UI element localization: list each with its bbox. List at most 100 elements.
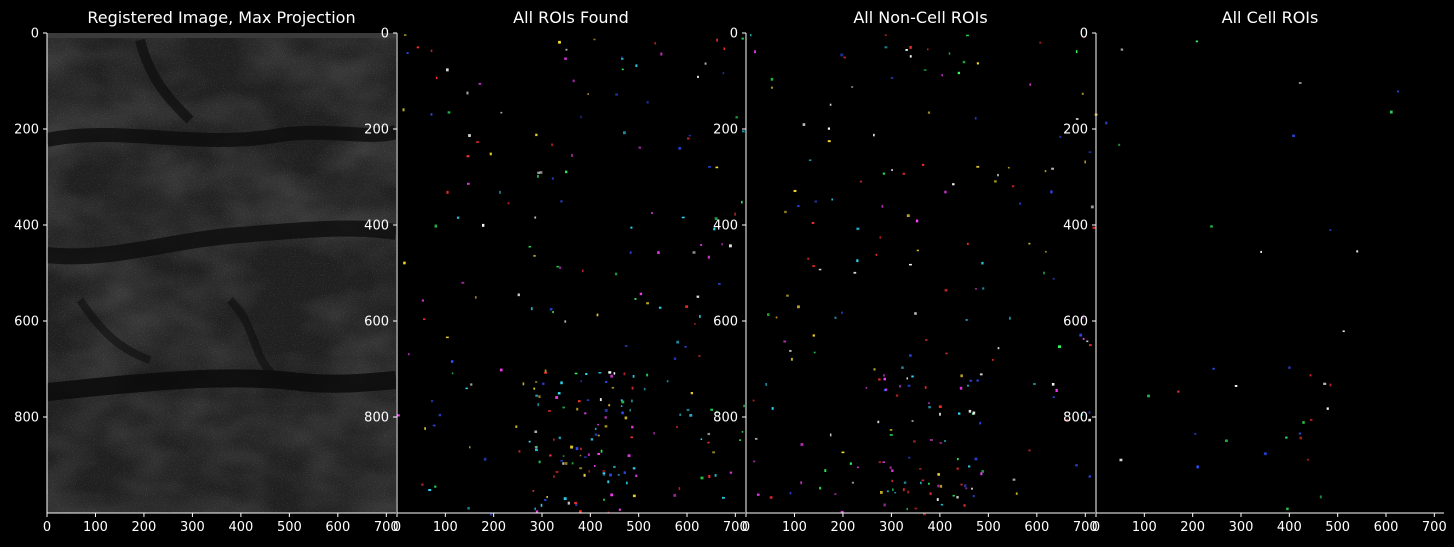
roi-mark [909, 46, 912, 49]
x-tick-label: 100 [83, 520, 108, 535]
roi-mark [1082, 337, 1085, 340]
roi-mark [632, 494, 636, 498]
roi-mark [889, 434, 893, 436]
roi-mark [1326, 407, 1329, 410]
roi-mark [697, 75, 699, 78]
panel-title: All Cell ROIs [1222, 8, 1319, 27]
roi-mark [681, 216, 685, 219]
roi-mark [1011, 185, 1015, 188]
roi-mark [602, 472, 606, 474]
roi-mark [971, 487, 973, 490]
roi-mark [1088, 411, 1091, 414]
roi-mark [430, 113, 433, 116]
roi-mark [811, 222, 815, 224]
roi-mark [700, 438, 703, 441]
roi-mark [879, 236, 882, 239]
roi-mark [613, 465, 616, 469]
roi-mark [714, 474, 717, 477]
roi-mark [594, 433, 598, 437]
roi-mark [715, 166, 719, 169]
roi-mark [562, 462, 565, 465]
roi-mark [507, 202, 510, 205]
roi-mark [800, 481, 802, 485]
y-tick-label: 0 [381, 27, 389, 42]
roi-mark [802, 123, 806, 126]
roi-mark [1050, 190, 1053, 194]
x-tick-label: 500 [626, 520, 651, 535]
roi-mark [483, 457, 487, 461]
roi-mark [928, 482, 930, 485]
roi-mark [924, 386, 927, 389]
roi-mark [404, 34, 407, 37]
roi-mark [834, 493, 837, 495]
x-tick-label: 200 [1180, 520, 1205, 535]
x-tick-label: 300 [180, 520, 205, 535]
roi-mark [646, 373, 649, 377]
roi-mark [944, 288, 948, 292]
roi-mark [574, 372, 578, 375]
roi-mark [1319, 495, 1322, 499]
roi-mark [689, 414, 693, 417]
roi-mark [605, 380, 608, 383]
roi-mark [602, 470, 606, 472]
roi-mark [713, 227, 716, 231]
roi-mark [789, 349, 792, 352]
roi-mark [741, 200, 743, 204]
y-tick-label: 600 [364, 315, 389, 330]
roi-mark [630, 226, 633, 229]
roi-mark [892, 488, 894, 492]
roi-mark [707, 255, 711, 259]
roi-mark [921, 479, 925, 482]
roi-mark [515, 425, 518, 428]
roi-mark [974, 117, 977, 120]
roi-mark [617, 474, 620, 476]
roi-mark [808, 159, 812, 162]
roi-mark [889, 466, 892, 469]
y-tick-label: 800 [713, 411, 738, 426]
roi-mark [518, 450, 521, 453]
roi-mark [1075, 50, 1078, 54]
roi-mark [962, 60, 966, 64]
roi-mark [639, 292, 643, 296]
roi-mark [756, 493, 760, 496]
roi-mark [734, 212, 737, 216]
roi-mark [964, 484, 967, 488]
roi-mark [770, 77, 774, 81]
roi-mark [1043, 271, 1045, 275]
x-tick-label: 500 [1325, 520, 1350, 535]
roi-mark [883, 503, 886, 507]
roi-mark [579, 467, 583, 470]
roi-mark [580, 115, 582, 119]
roi-mark [607, 480, 610, 484]
roi-mark [718, 283, 721, 285]
roi-mark [980, 472, 983, 476]
roi-mark [406, 52, 409, 54]
roi-mark [1298, 82, 1302, 84]
roi-mark [1177, 390, 1180, 393]
roi-mark [581, 269, 584, 273]
roi-mark [723, 47, 726, 51]
roi-mark [432, 424, 436, 427]
roi-mark [991, 359, 994, 361]
roi-mark [489, 512, 493, 516]
roi-mark [643, 387, 646, 391]
roi-mark [660, 52, 663, 56]
roi-mark [517, 293, 520, 297]
roi-mark [451, 372, 454, 375]
roi-mark [819, 486, 822, 490]
roi-mark [972, 495, 975, 498]
roi-mark [1260, 250, 1262, 253]
roi-mark [743, 404, 746, 408]
roi-mark [827, 127, 831, 130]
roi-mark [834, 316, 837, 319]
roi-mark [767, 313, 770, 317]
roi-mark [735, 116, 738, 119]
roi-mark [676, 340, 680, 344]
roi-mark [686, 408, 690, 411]
roi-mark [593, 465, 596, 467]
roi-mark [679, 413, 682, 416]
roi-mark [908, 456, 911, 459]
roi-mark [902, 488, 905, 492]
roi-mark [919, 468, 922, 470]
